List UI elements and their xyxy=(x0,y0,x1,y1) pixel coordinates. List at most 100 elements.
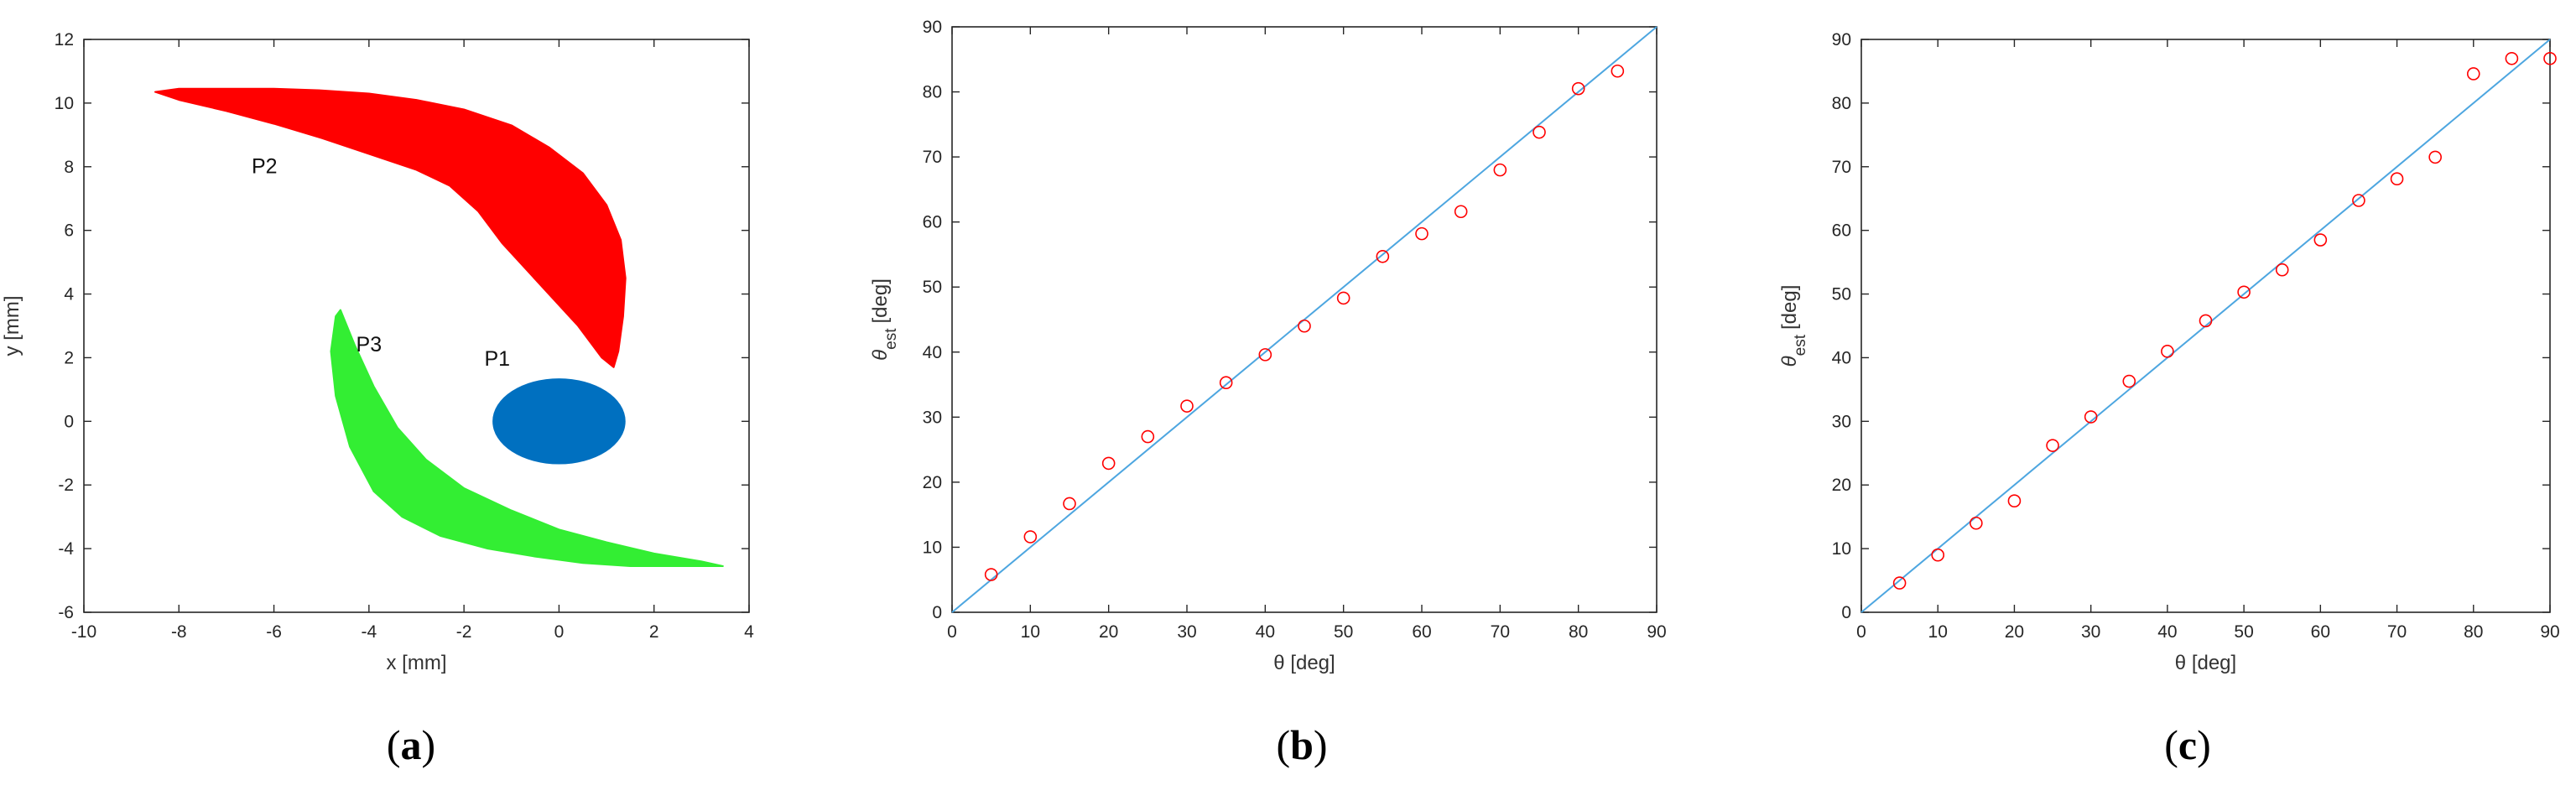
panel-a-y-tick-label: -6 xyxy=(58,603,74,622)
panel-a-y-tick-label: 2 xyxy=(64,348,74,367)
panel-a-x-tick-label: -4 xyxy=(362,622,377,642)
panel-a-x-tick-label: -6 xyxy=(266,622,282,642)
panel-b-data-point xyxy=(1141,429,1155,444)
panel-b-x-tick-label: 20 xyxy=(1099,622,1118,642)
panel-b-x-tick-label: 70 xyxy=(1491,622,1510,642)
panel-b-data-point xyxy=(1533,125,1546,139)
panel-c-data-point xyxy=(2505,51,2519,65)
panel-c-x-tick-label: 60 xyxy=(2311,622,2330,642)
panel-c-x-tick-label: 40 xyxy=(2157,622,2177,642)
panel-a-x-tick-label: 4 xyxy=(744,622,754,642)
panel-b-x-axis-label: θ [deg] xyxy=(1273,652,1335,674)
panel-c-data-point xyxy=(2466,67,2480,81)
panel-c-y-tick-label: 20 xyxy=(1832,476,1851,495)
panel-a-y-tick-label: -2 xyxy=(58,476,74,495)
panel-b-x-tick-label: 80 xyxy=(1569,622,1588,642)
panel-b-data-point xyxy=(1101,456,1116,471)
panel-c-data-point xyxy=(2084,410,2098,424)
panel-a-x-axis-label: x [mm] xyxy=(387,652,447,674)
panel-c-data-point xyxy=(2275,263,2289,277)
panel-b-x-tick-label: 30 xyxy=(1177,622,1196,642)
panel-b-x-tick-label: 10 xyxy=(1021,622,1040,642)
panel-b-data-point xyxy=(1258,348,1272,361)
panel-c-x-tick-label: 80 xyxy=(2464,622,2483,642)
panel-a-plot-area: -10 -8 -6 -4 -2 0 2 4 -6 -4 -2 0 2 4 6 8 10 12 P2 P3 P1 xyxy=(55,30,755,642)
region-p1-shape xyxy=(492,378,626,465)
panel-b-plot-area: 0 10 20 30 40 50 60 70 80 90 0 10 20 30 40 50 60 70 80 90 xyxy=(923,18,1667,642)
panel-c-estimation-plot: 0 10 20 30 40 50 60 70 80 90 0 10 20 30 40 50 60 70 80 90 θ… xyxy=(1778,30,2560,768)
panel-c-data-point xyxy=(2007,494,2022,507)
panel-a-y-axis-label: y [mm] xyxy=(1,296,23,356)
panel-c-y-tick-label: 90 xyxy=(1832,30,1851,49)
panel-c-caption-label: (c) xyxy=(2164,721,2211,768)
panel-b-y-axis-label: θest[deg] xyxy=(869,278,900,361)
panel-c-data-point xyxy=(2313,233,2328,247)
panel-b-x-tick-label: 60 xyxy=(1412,622,1431,642)
panel-b-data-point xyxy=(1298,319,1311,333)
panel-b-y-tick-label: 50 xyxy=(923,278,942,297)
panel-c-x-tick-label: 20 xyxy=(2005,622,2024,642)
panel-b-data-point xyxy=(1023,530,1038,544)
panel-c-data-point xyxy=(2352,194,2365,207)
panel-a-y-tick-label: 0 xyxy=(64,412,74,431)
panel-b-data-point xyxy=(1415,226,1429,241)
panel-b-y-tick-label: 80 xyxy=(923,83,942,102)
region-p2-shape xyxy=(154,87,627,368)
panel-c-y-tick-label: 60 xyxy=(1832,221,1851,241)
panel-c-data-point xyxy=(2428,150,2442,164)
panel-b-y-tick-label: 40 xyxy=(923,343,942,362)
panel-c-data-point xyxy=(2543,51,2557,65)
panel-c-x-tick-label: 70 xyxy=(2387,622,2407,642)
panel-b-y-tick-label: 70 xyxy=(923,148,942,167)
panel-c-y-tick-label: 50 xyxy=(1832,285,1851,304)
region-p1-label: P1 xyxy=(484,347,510,371)
panel-a-x-tick-label: 0 xyxy=(554,622,565,642)
panel-c-data-point xyxy=(2237,285,2251,299)
panel-c-data-point xyxy=(2161,345,2174,358)
panel-a-y-tick-label: 10 xyxy=(55,94,74,113)
panel-c-data-point xyxy=(1892,576,1907,590)
panel-c-x-tick-label: 30 xyxy=(2081,622,2100,642)
panel-b-y-tick-label: 0 xyxy=(932,603,942,622)
panel-c-plot-area: 0 10 20 30 40 50 60 70 80 90 0 10 20 30 40 50 60 70 80 90 xyxy=(1832,30,2560,642)
panel-b-data-point xyxy=(1376,249,1390,263)
panel-c-data-point xyxy=(1931,548,1945,562)
panel-a-x-tick-label: -10 xyxy=(71,622,96,642)
panel-b-x-tick-label: 90 xyxy=(1647,622,1666,642)
panel-a-x-tick-label: 2 xyxy=(649,622,659,642)
panel-c-data-point xyxy=(2199,314,2213,328)
panel-a-y-tick-label: 12 xyxy=(55,30,74,49)
panel-c-x-tick-label: 10 xyxy=(1928,622,1948,642)
panel-b-y-tick-label: 20 xyxy=(923,473,942,492)
panel-b-data-point xyxy=(1611,64,1625,78)
panel-c-data-point xyxy=(2390,172,2404,185)
panel-a-y-tick-label: 4 xyxy=(64,285,74,304)
panel-c-data-point xyxy=(2122,374,2136,388)
panel-b-data-point xyxy=(1063,497,1076,511)
panel-b-data-point xyxy=(984,568,998,581)
panel-a-region-plot: -10 -8 -6 -4 -2 0 2 4 -6 -4 -2 0 2 4 6 8 10 12 P2 P3 P1 x [m… xyxy=(1,30,754,768)
panel-c-y-tick-label: 0 xyxy=(1841,603,1851,622)
panel-b-data-point xyxy=(1219,376,1233,390)
panel-c-x-tick-label: 0 xyxy=(1856,622,1866,642)
panel-b-x-tick-label: 40 xyxy=(1256,622,1275,642)
panel-b-x-tick-label: 0 xyxy=(947,622,957,642)
panel-a-y-tick-label: 8 xyxy=(64,158,74,177)
panel-a-x-tick-label: -8 xyxy=(171,622,187,642)
panel-c-data-point xyxy=(1970,516,1983,530)
panel-b-x-tick-label: 50 xyxy=(1334,622,1353,642)
panel-c-y-tick-label: 10 xyxy=(1832,539,1851,559)
panel-c-y-tick-label: 80 xyxy=(1832,94,1851,113)
panel-b-data-point xyxy=(1336,291,1350,305)
panel-c-x-tick-label: 50 xyxy=(2234,622,2253,642)
panel-b-y-tick-label: 10 xyxy=(923,538,942,557)
panel-b-data-point xyxy=(1454,205,1468,219)
panel-a-caption-label: (a) xyxy=(387,721,435,768)
region-p3-label: P3 xyxy=(356,333,382,356)
panel-a-x-tick-label: -2 xyxy=(456,622,472,642)
panel-c-data-point xyxy=(2046,439,2059,452)
panel-b-data-point xyxy=(1571,81,1585,96)
panel-b-data-point xyxy=(1493,163,1507,177)
panel-b-estimation-plot: 0 10 20 30 40 50 60 70 80 90 0 10 20 30 40 50 60 70 80 90 θ… xyxy=(869,18,1667,768)
